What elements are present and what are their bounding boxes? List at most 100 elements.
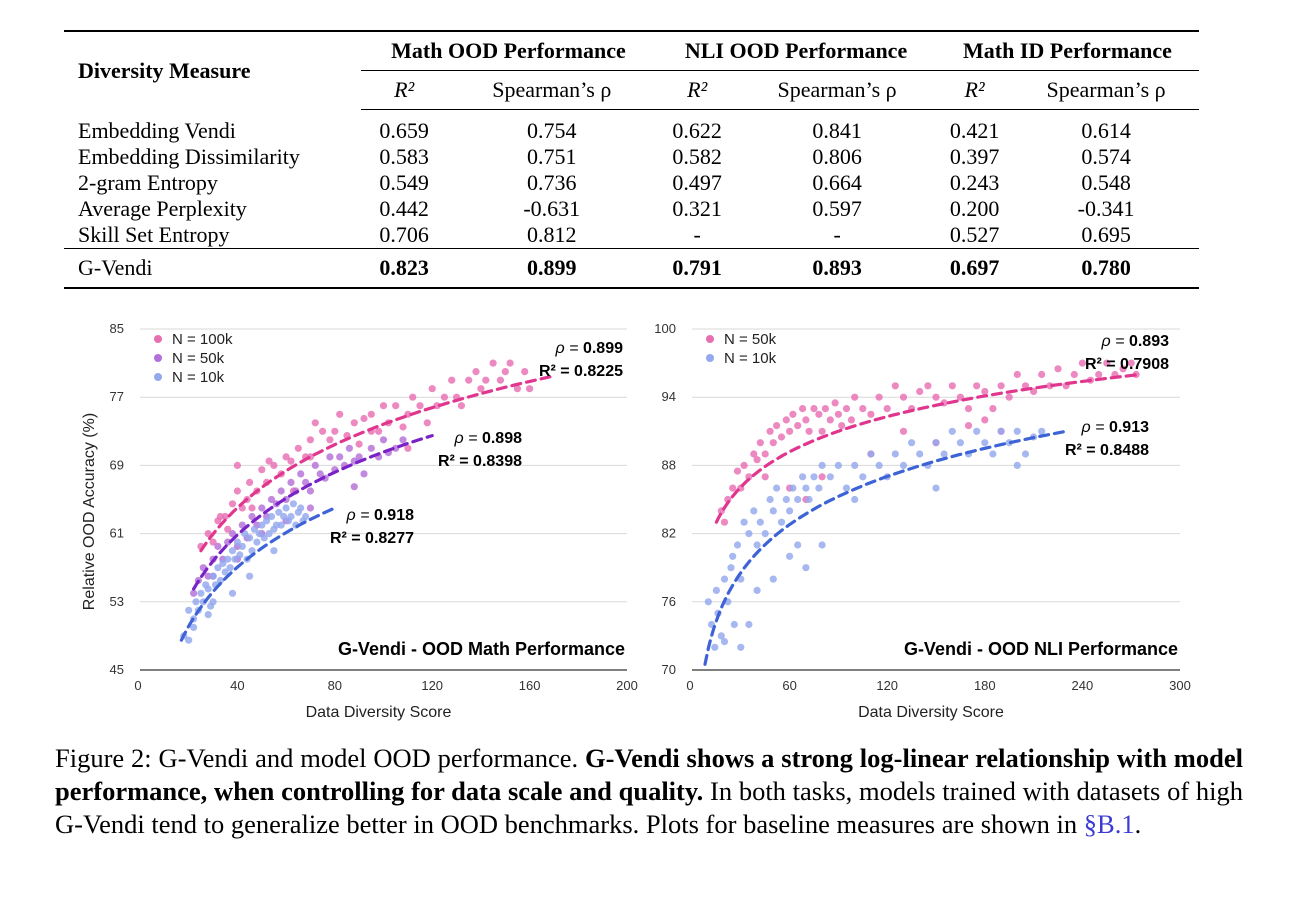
data-point bbox=[956, 439, 965, 447]
data-point bbox=[940, 450, 948, 458]
y-tick-label: 76 bbox=[662, 594, 676, 609]
table-cell-bold: 0.893 bbox=[738, 248, 936, 289]
data-point bbox=[306, 487, 314, 495]
y-tick-label: 45 bbox=[110, 662, 124, 677]
data-point bbox=[209, 572, 217, 580]
diversity-measure-header: Diversity Measure bbox=[64, 30, 361, 110]
table-cell: 0.622 bbox=[672, 118, 722, 143]
data-point bbox=[753, 456, 761, 464]
data-point bbox=[1103, 359, 1111, 367]
annotation-r2: R² = 0.7908 bbox=[1085, 356, 1169, 373]
x-tick-label: 120 bbox=[421, 678, 443, 693]
data-point bbox=[267, 495, 276, 504]
data-point bbox=[306, 436, 314, 444]
data-point bbox=[842, 405, 851, 413]
data-point bbox=[773, 484, 781, 492]
data-point bbox=[360, 470, 368, 478]
data-point bbox=[185, 636, 193, 644]
data-point bbox=[818, 473, 826, 481]
data-point bbox=[782, 495, 790, 504]
data-point bbox=[331, 427, 339, 435]
table-cell: 0.548 bbox=[1081, 170, 1131, 195]
y-tick-label: 85 bbox=[110, 321, 124, 336]
data-point bbox=[802, 484, 810, 492]
data-point bbox=[1078, 359, 1086, 367]
data-point bbox=[810, 473, 818, 481]
data-point bbox=[246, 534, 254, 542]
table-cell: -0.631 bbox=[523, 196, 581, 221]
data-point bbox=[1013, 370, 1021, 379]
annotation-rho: ρ = 0.913 bbox=[1081, 419, 1150, 436]
data-point bbox=[1021, 450, 1030, 458]
data-point bbox=[316, 470, 324, 478]
x-tick-label: 40 bbox=[230, 678, 244, 693]
data-point bbox=[1070, 370, 1078, 379]
x-tick-label: 200 bbox=[616, 678, 638, 693]
data-point bbox=[185, 606, 193, 614]
table-row-gvendi: G-Vendi 0.823 0.899 0.791 0.893 0.697 0.780 bbox=[64, 248, 1199, 289]
legend-marker bbox=[154, 354, 162, 362]
x-tick-label: 120 bbox=[876, 678, 898, 693]
data-point bbox=[769, 439, 777, 447]
data-point bbox=[805, 427, 813, 435]
data-point bbox=[867, 410, 875, 418]
data-point bbox=[350, 419, 358, 427]
legend-label: N = 50k bbox=[724, 331, 777, 348]
caption-rest: In both tasks, models trained with datas… bbox=[55, 776, 1243, 839]
data-point bbox=[989, 405, 997, 413]
table-cell: 0.321 bbox=[672, 196, 722, 221]
data-point bbox=[720, 518, 729, 526]
data-point bbox=[228, 589, 237, 597]
data-point bbox=[842, 484, 851, 492]
table-cell: 0.442 bbox=[379, 196, 429, 221]
x-tick-label: 0 bbox=[134, 678, 141, 693]
diversity-table: Diversity Measure Math OOD Performance N… bbox=[64, 30, 1199, 289]
data-point bbox=[997, 382, 1005, 390]
data-point bbox=[838, 422, 846, 430]
data-point bbox=[1013, 461, 1021, 469]
legend-marker bbox=[706, 335, 714, 343]
table-cell: 0.706 bbox=[379, 222, 429, 247]
data-point bbox=[745, 620, 753, 629]
data-point bbox=[786, 552, 794, 560]
data-point bbox=[740, 461, 748, 469]
data-point bbox=[891, 450, 899, 458]
data-point bbox=[789, 410, 797, 418]
data-point bbox=[737, 643, 745, 651]
annotation-r2: R² = 0.8398 bbox=[438, 453, 522, 470]
measure-name: G-Vendi bbox=[64, 248, 361, 289]
data-point bbox=[932, 484, 940, 492]
x-tick-label: 60 bbox=[782, 678, 796, 693]
data-point bbox=[345, 444, 353, 452]
data-point bbox=[883, 405, 891, 413]
data-point bbox=[209, 538, 217, 546]
data-point bbox=[753, 586, 761, 594]
annotation-rho-value: 0.899 bbox=[583, 340, 623, 357]
data-point bbox=[964, 422, 973, 430]
annotation-rho-label: ρ = bbox=[555, 340, 583, 357]
legend-marker bbox=[154, 373, 162, 381]
table-cell: 0.597 bbox=[812, 196, 862, 221]
data-point bbox=[297, 504, 305, 512]
data-point bbox=[255, 530, 263, 538]
y-tick-label: 100 bbox=[654, 321, 676, 336]
y-tick-label: 88 bbox=[662, 457, 676, 472]
data-point bbox=[733, 467, 742, 475]
data-point bbox=[233, 487, 241, 495]
y-tick-label: 53 bbox=[110, 594, 124, 609]
data-point bbox=[287, 457, 295, 465]
data-point bbox=[805, 495, 813, 504]
data-point bbox=[773, 422, 781, 430]
data-point bbox=[711, 643, 719, 651]
data-point bbox=[730, 620, 738, 629]
data-point bbox=[326, 453, 334, 461]
x-tick-label: 300 bbox=[1169, 678, 1191, 693]
table-cell: 0.806 bbox=[812, 144, 862, 169]
y-tick-label: 77 bbox=[110, 389, 124, 404]
section-ref-link[interactable]: §B.1 bbox=[1083, 809, 1135, 839]
data-point bbox=[282, 453, 290, 461]
data-point bbox=[294, 444, 302, 452]
data-point bbox=[228, 530, 237, 538]
data-point bbox=[799, 405, 807, 413]
subheader-spearman: Spearman’s ρ bbox=[447, 70, 657, 110]
